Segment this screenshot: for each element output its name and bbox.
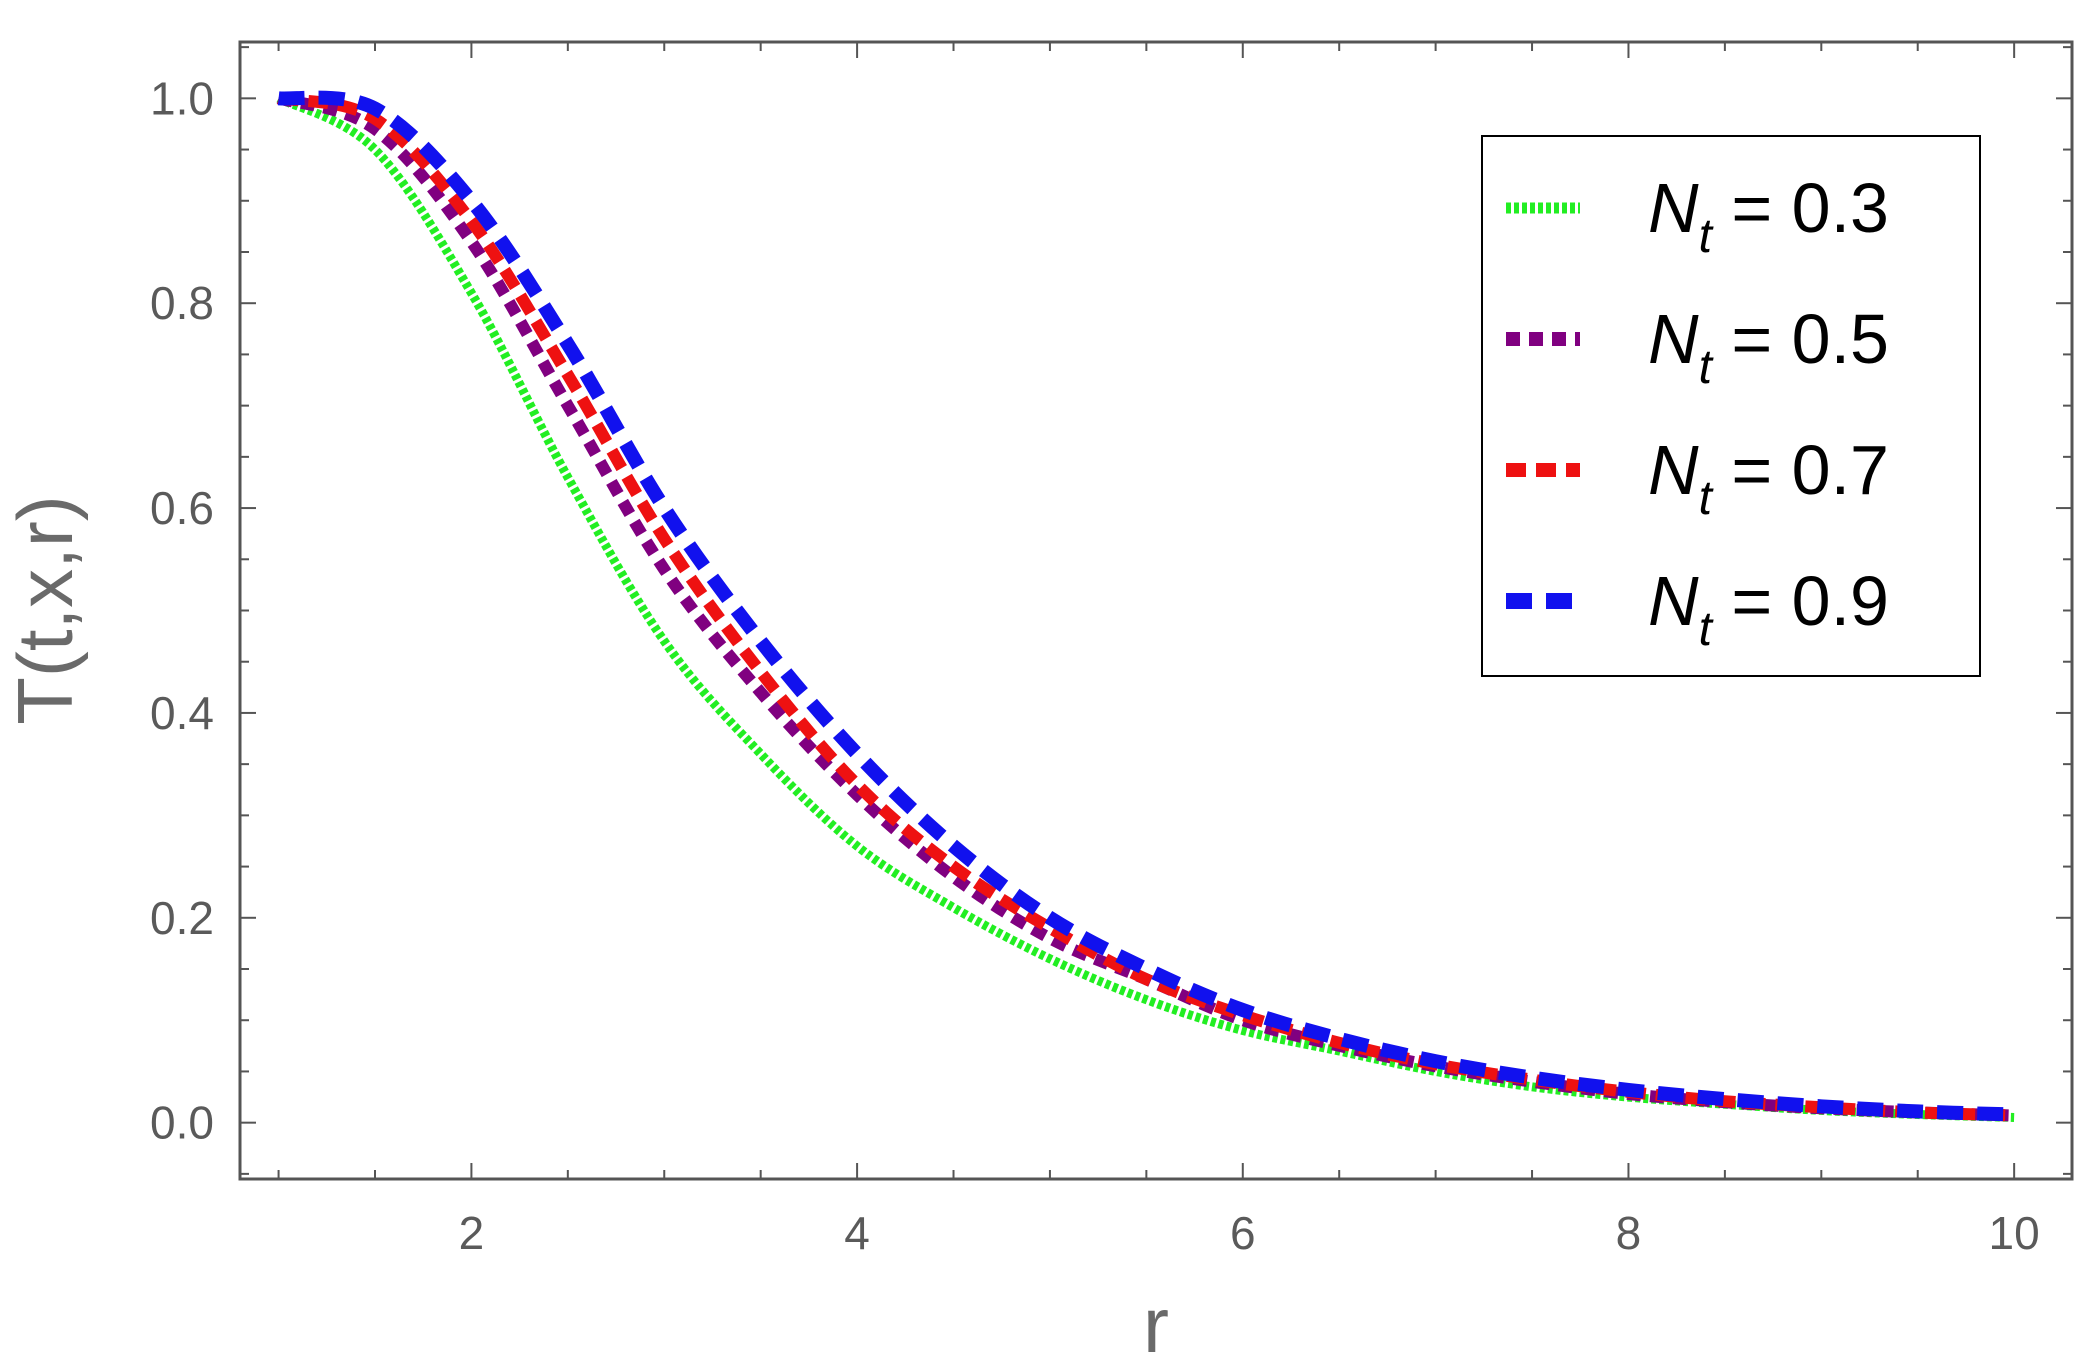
data-point	[471, 221, 472, 222]
data-point	[1532, 1081, 1533, 1082]
data-point	[760, 692, 761, 693]
x-tick-label: 10	[1989, 1207, 2040, 1259]
y-tick-label: 0.0	[150, 1097, 214, 1149]
data-point	[1049, 938, 1050, 939]
series-line	[276, 94, 2015, 1122]
legend-label: Nt = 0.7	[1648, 431, 1889, 525]
data-point	[2014, 1117, 2015, 1118]
y-tick-label: 0.6	[150, 482, 214, 534]
x-tick-label: 4	[844, 1207, 870, 1259]
legend: Nt = 0.3 Nt = 0.5 Nt = 0.7 Nt = 0.9	[1481, 135, 1981, 677]
data-point	[1821, 1106, 1822, 1107]
legend-item: Nt = 0.7	[1506, 431, 1889, 525]
series-line	[277, 90, 2015, 1122]
data-point	[1532, 1079, 1533, 1080]
data-point	[760, 671, 761, 672]
y-tick-label: 0.4	[150, 687, 214, 739]
data-point	[471, 241, 472, 242]
data-point	[567, 374, 568, 375]
y-tick-label: 1.0	[150, 72, 214, 124]
data-point	[278, 98, 279, 99]
x-tick-label: 8	[1616, 1207, 1642, 1259]
x-tick-label: 6	[1230, 1207, 1256, 1259]
legend-label: Nt = 0.3	[1648, 169, 1889, 263]
data-point	[1917, 1111, 1918, 1112]
data-point	[953, 907, 954, 908]
data-point	[1628, 1089, 1629, 1090]
data-point	[567, 477, 568, 478]
y-axis-tick-labels: 0.0 0.2 0.4 0.6 0.8 1.0	[150, 72, 214, 1148]
legend-box	[1481, 135, 1981, 677]
data-point	[953, 876, 954, 877]
data-point	[1146, 999, 1147, 1000]
series-layer	[276, 90, 2015, 1122]
data-point	[374, 149, 375, 150]
data-point	[374, 129, 375, 130]
x-axis-tick-labels: 2 4 6 8 10	[459, 1207, 2040, 1259]
series-1	[276, 94, 2015, 1122]
data-point	[374, 118, 375, 119]
data-point	[471, 200, 472, 201]
data-point	[760, 753, 761, 754]
x-tick-label: 2	[459, 1207, 485, 1259]
data-point	[664, 508, 665, 509]
data-point	[374, 108, 375, 109]
legend-items: Nt = 0.3 Nt = 0.5 Nt = 0.7 Nt = 0.9	[1506, 169, 1889, 656]
data-point	[1242, 1030, 1243, 1031]
data-point	[1435, 1061, 1436, 1062]
data-point	[1532, 1086, 1533, 1087]
data-point	[664, 641, 665, 642]
y-tick-label: 0.2	[150, 892, 214, 944]
data-point	[1049, 928, 1050, 929]
data-point	[1532, 1077, 1533, 1078]
data-point	[567, 344, 568, 345]
data-point	[1049, 917, 1050, 918]
legend-item: Nt = 0.9	[1506, 562, 1889, 656]
data-point	[2014, 1114, 2015, 1115]
data-point	[1242, 1009, 1243, 1010]
data-point	[664, 569, 665, 570]
legend-item: Nt = 0.3	[1506, 169, 1889, 263]
series-4	[277, 90, 2015, 1122]
data-point	[1339, 1038, 1340, 1039]
data-point	[1049, 958, 1050, 959]
data-point	[760, 641, 761, 642]
data-point	[1339, 1042, 1340, 1043]
legend-item: Nt = 0.5	[1506, 300, 1889, 394]
data-point	[567, 405, 568, 406]
data-point	[2014, 1115, 2015, 1116]
data-point	[1146, 969, 1147, 970]
data-point	[1146, 979, 1147, 980]
legend-label: Nt = 0.9	[1648, 562, 1889, 656]
data-point	[857, 846, 858, 847]
data-point	[471, 292, 472, 293]
y-axis-title: T(t,x,r)	[1, 495, 89, 725]
data-point	[1724, 1099, 1725, 1100]
data-point	[857, 784, 858, 785]
data-point	[1724, 1101, 1725, 1102]
data-point	[953, 866, 954, 867]
axis-ticks	[240, 42, 2072, 1179]
data-point	[857, 794, 858, 795]
legend-label: Nt = 0.5	[1648, 300, 1889, 394]
data-point	[953, 846, 954, 847]
data-point	[857, 753, 858, 754]
y-tick-label: 0.8	[150, 277, 214, 329]
data-point	[664, 538, 665, 539]
x-axis-title: r	[1143, 1281, 1169, 1368]
